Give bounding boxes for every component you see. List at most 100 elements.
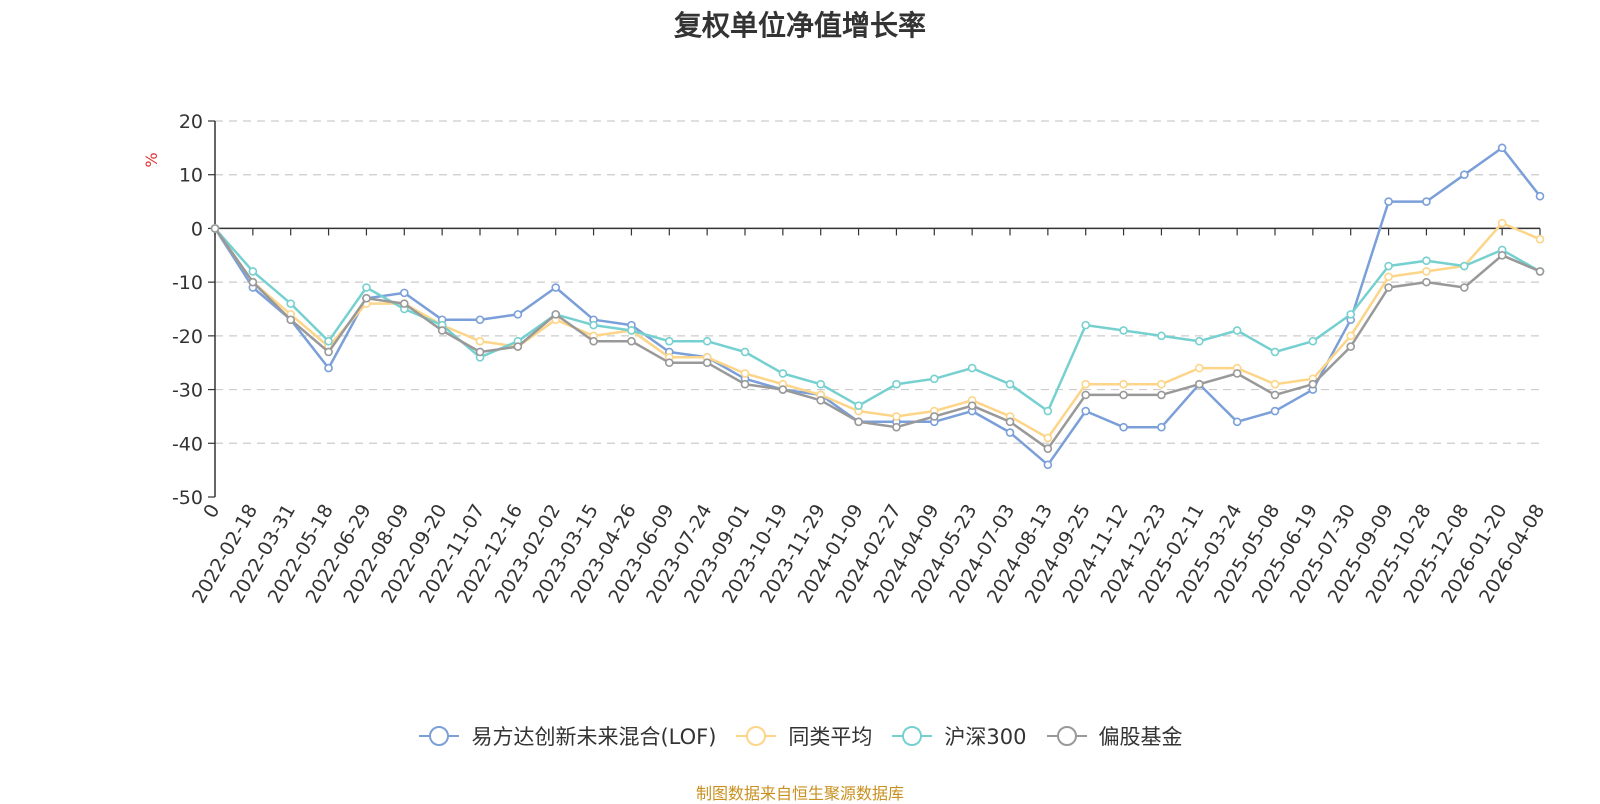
data-point [248, 267, 258, 276]
data-point [1081, 379, 1091, 389]
legend-item[interactable]: 沪深300 [890, 721, 1027, 751]
data-point [1346, 310, 1356, 319]
data-point [1459, 170, 1469, 180]
legend-label: 同类平均 [788, 725, 873, 749]
data-point [627, 326, 636, 335]
data-point [1535, 234, 1545, 244]
data-point [1422, 277, 1431, 287]
data-point [1346, 342, 1356, 351]
legend-line-circle-icon [1046, 726, 1087, 746]
data-point [1005, 428, 1015, 437]
data-point [1422, 197, 1431, 206]
data-point [1232, 369, 1242, 378]
data-point [740, 379, 750, 389]
data-point [551, 310, 561, 319]
legend-line-circle-icon [736, 726, 777, 746]
data-point [324, 347, 333, 357]
legend-item[interactable]: 易方达创新未来混合(LOF) [417, 721, 716, 751]
data-point [854, 401, 863, 410]
data-point [1497, 250, 1507, 260]
data-point [1459, 261, 1469, 271]
data-point [1194, 379, 1204, 389]
data-point [1194, 336, 1204, 346]
data-point [551, 283, 561, 292]
data-point [1384, 283, 1393, 292]
y-tick-label: 0 [191, 218, 203, 240]
data-point [1157, 331, 1166, 341]
data-point [589, 320, 598, 330]
data-point [475, 315, 485, 325]
data-point [324, 336, 333, 346]
data-point [1119, 326, 1128, 335]
data-point [1308, 379, 1318, 389]
data-point [1270, 390, 1280, 400]
y-tick-label: -20 [172, 326, 203, 348]
data-point [664, 336, 674, 346]
legend-line-circle-icon [892, 726, 933, 746]
data-point [1081, 320, 1091, 330]
data-point [1043, 444, 1053, 453]
data-point [1232, 417, 1242, 427]
data-point [1232, 326, 1242, 335]
data-point [362, 283, 371, 292]
data-point [1043, 460, 1053, 470]
data-point [1005, 379, 1015, 389]
legend-line-circle-icon [419, 726, 460, 746]
data-point [627, 336, 636, 346]
series-line-0 [213, 146, 1541, 467]
y-tick-label: -50 [172, 487, 203, 509]
data-point [816, 396, 826, 405]
data-point [1497, 143, 1507, 153]
data-point [1422, 267, 1431, 276]
data-point [1119, 422, 1128, 432]
data-point [1119, 390, 1128, 400]
data-point [399, 288, 409, 298]
data-point [854, 417, 863, 427]
data-point [1384, 197, 1393, 206]
data-point [1270, 379, 1280, 389]
data-point [892, 412, 901, 421]
data-point [210, 224, 220, 233]
legend-label: 易方达创新未来混合(LOF) [471, 725, 717, 749]
data-point [1535, 191, 1545, 201]
data-point [664, 358, 674, 368]
chart-title: 复权单位净值增长率 [673, 9, 926, 42]
data-point [248, 277, 258, 287]
legend-item[interactable]: 同类平均 [734, 721, 872, 751]
data-point [437, 326, 447, 335]
data-point [286, 299, 296, 308]
data-point [1194, 363, 1204, 373]
data-point [967, 363, 977, 373]
data-point [702, 336, 712, 346]
data-point [1043, 433, 1053, 443]
data-point [1270, 406, 1280, 416]
data-point [816, 379, 826, 389]
data-point [702, 358, 712, 368]
data-source-note: 制图数据来自恒生聚源数据库 [695, 784, 904, 803]
data-point [475, 347, 485, 357]
data-point [1157, 390, 1166, 400]
y-tick-label: -30 [172, 380, 203, 402]
data-point [892, 379, 901, 389]
legend-item[interactable]: 偏股基金 [1045, 721, 1183, 751]
data-point [1157, 379, 1166, 389]
series-lines [210, 143, 1545, 470]
data-point [892, 422, 901, 432]
data-point [1081, 406, 1091, 416]
data-point [929, 374, 939, 384]
data-point [362, 293, 371, 303]
data-point [1535, 267, 1545, 276]
y-tick-label: -10 [172, 272, 203, 294]
data-point [967, 401, 977, 410]
data-point [1043, 406, 1053, 416]
data-point [1270, 347, 1280, 357]
series-line-1 [213, 221, 1541, 440]
data-point [589, 336, 598, 346]
series-line-2 [214, 227, 1541, 413]
legend-label: 沪深300 [944, 725, 1027, 749]
y-tick-label: 20 [179, 111, 203, 133]
data-point [1005, 417, 1015, 427]
data-point [513, 342, 523, 351]
data-point [740, 369, 750, 378]
